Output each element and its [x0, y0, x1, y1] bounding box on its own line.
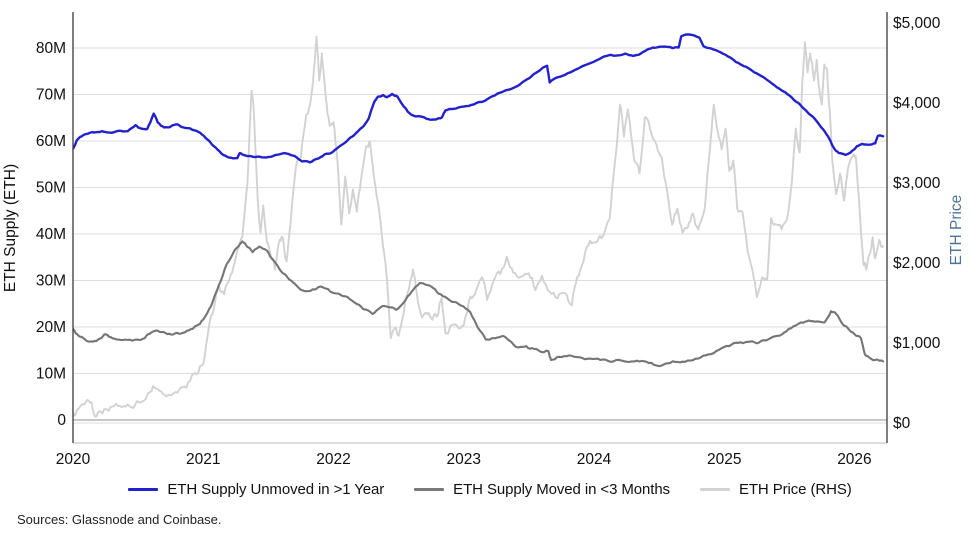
legend-swatch-blue-line	[128, 488, 159, 491]
legend-swatch-lightgray-line	[699, 487, 730, 492]
left-axis-tick-label: 20M	[36, 319, 66, 336]
legend-label-supply-unmoved: ETH Supply Unmoved in >1 Year	[167, 481, 385, 498]
x-axis-tick-label: 2024	[577, 451, 612, 468]
x-axis-tick-label: 2022	[316, 451, 350, 468]
eth-supply-price-chart: 0 10M 20M 30M 40M 50M 60M 70M 80M $0 $1,000 $2,000 $…	[2, 12, 965, 468]
sources-note: Sources: Glassnode and Coinbase.	[17, 512, 222, 527]
left-axis-tick-label: 0	[57, 412, 66, 429]
left-axis-tick-label: 80M	[36, 40, 66, 57]
right-axis-tick-label: $1,000	[893, 335, 941, 352]
right-axis-tick-label: $3,000	[893, 175, 941, 192]
legend-item-supply-unmoved: ETH Supply Unmoved in >1 Year	[128, 481, 384, 498]
right-axis-title: ETH Price	[948, 195, 965, 266]
chart-legend: ETH Supply Unmoved in >1 Year ETH Supply…	[0, 481, 980, 498]
x-axis-tick-label: 2025	[707, 451, 741, 468]
x-axis-tick-label: 2020	[56, 451, 91, 468]
legend-swatch-gray-line	[414, 488, 445, 491]
legend-item-eth-price: ETH Price (RHS)	[699, 481, 852, 498]
left-axis-tick-label: 70M	[36, 87, 66, 104]
right-axis-tick-label: $2,000	[893, 255, 941, 272]
left-axis-tick-label: 10M	[36, 366, 66, 383]
left-axis-title: ETH Supply (ETH)	[2, 164, 19, 292]
legend-label-eth-price: ETH Price (RHS)	[738, 481, 852, 498]
series-line-eth-supply-moved-in-3-months	[73, 240, 885, 368]
chart-canvas: 0 10M 20M 30M 40M 50M 60M 70M 80M $0 $1,000 $2,000 $…	[2, 12, 965, 468]
left-axis-tick-label: 30M	[36, 273, 66, 290]
series-line-eth-price-rhs-	[73, 35, 885, 418]
left-axis-tick-label: 50M	[36, 180, 66, 197]
right-axis-tick-label: $0	[893, 415, 911, 432]
x-axis-tick-label: 2023	[446, 451, 480, 468]
x-axis-tick-label: 2026	[837, 451, 871, 468]
legend-label-supply-moved: ETH Supply Moved in <3 Months	[453, 481, 670, 498]
x-axis-tick-label: 2021	[186, 451, 220, 468]
legend-item-supply-moved: ETH Supply Moved in <3 Months	[414, 481, 670, 498]
right-axis-tick-label: $4,000	[893, 95, 941, 112]
left-axis-tick-label: 40M	[36, 226, 66, 243]
series-line-eth-supply-unmoved-in-1-year	[73, 33, 885, 164]
left-axis-tick-label: 60M	[36, 133, 66, 150]
right-axis-tick-label: $5,000	[893, 15, 941, 32]
